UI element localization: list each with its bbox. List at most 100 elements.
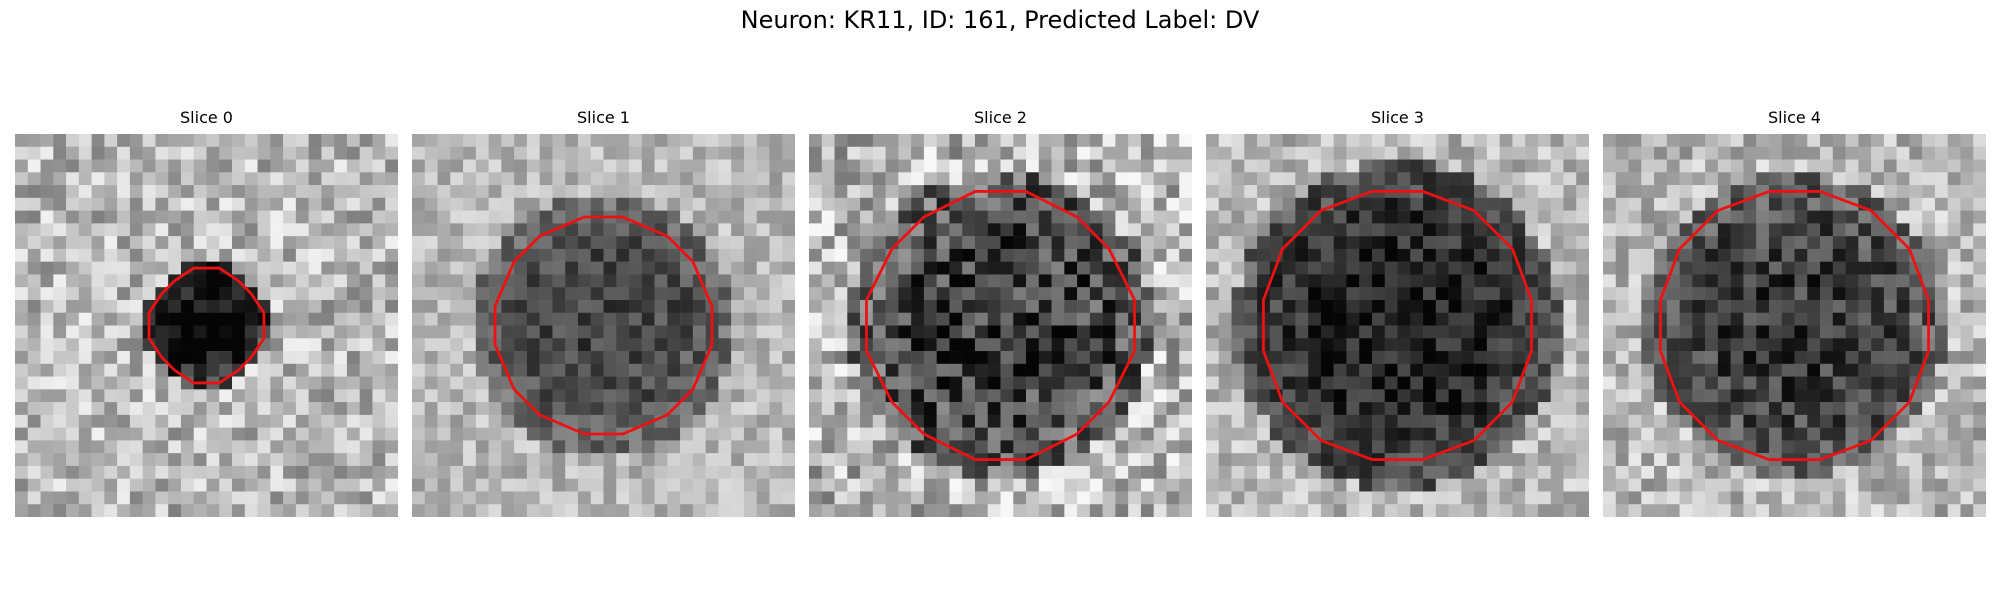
pixel	[1359, 172, 1373, 186]
pixel	[743, 172, 757, 186]
pixel	[1743, 453, 1757, 467]
pixel	[257, 440, 271, 454]
pixel	[821, 491, 835, 505]
pixel	[1474, 299, 1488, 313]
pixel	[962, 134, 976, 148]
pixel	[1973, 491, 1986, 505]
pixel	[1257, 134, 1271, 148]
pixel	[412, 338, 426, 352]
roi-contour	[147, 266, 266, 385]
pixel	[1115, 134, 1129, 148]
pixel	[1499, 287, 1513, 301]
pixel	[1499, 172, 1513, 186]
pixel	[270, 312, 284, 326]
pixel	[1550, 223, 1564, 237]
pixel	[539, 274, 553, 288]
pixel	[424, 491, 438, 505]
pixel	[731, 504, 745, 517]
pixel	[1244, 210, 1258, 224]
pixel	[1692, 134, 1706, 148]
pixel	[1896, 376, 1910, 390]
pixel	[1960, 351, 1974, 365]
pixel	[1384, 478, 1398, 492]
pixel	[1269, 338, 1283, 352]
pixel	[244, 440, 258, 454]
pixel	[1730, 414, 1744, 428]
pixel	[232, 440, 246, 454]
pixel	[860, 185, 874, 199]
pixel	[437, 248, 451, 262]
pixel	[1820, 325, 1834, 339]
pixel	[1973, 159, 1986, 173]
pixel	[1038, 185, 1052, 199]
pixel	[1973, 236, 1986, 250]
pixel	[501, 134, 515, 148]
pixel	[962, 312, 976, 326]
pixel	[1883, 197, 1897, 211]
pixel	[1206, 146, 1220, 160]
pixel	[526, 478, 540, 492]
pixel	[1206, 261, 1220, 275]
pixel	[860, 376, 874, 390]
pixel	[424, 376, 438, 390]
pixel	[1038, 172, 1052, 186]
pixel	[1832, 299, 1846, 313]
pixel	[1102, 261, 1116, 275]
pixel	[412, 325, 426, 339]
pixel	[1320, 402, 1334, 416]
pixel	[1282, 427, 1296, 441]
pixel	[911, 223, 925, 237]
pixel	[1333, 453, 1347, 467]
pixel	[385, 236, 398, 250]
pixel	[1576, 159, 1589, 173]
pixel	[731, 248, 745, 262]
pixel	[1666, 440, 1680, 454]
pixel	[718, 504, 732, 517]
pixel	[565, 134, 579, 148]
pixel	[450, 248, 464, 262]
pixel	[1102, 172, 1116, 186]
pixel	[1576, 363, 1589, 377]
pixel	[168, 414, 182, 428]
pixel	[475, 491, 489, 505]
pixel	[1371, 146, 1385, 160]
pixel	[911, 261, 925, 275]
pixel	[206, 389, 220, 403]
pixel	[1166, 363, 1180, 377]
pixel	[923, 299, 937, 313]
pixel	[385, 299, 398, 313]
pixel	[1320, 248, 1334, 262]
pixel	[1218, 210, 1232, 224]
pixel	[321, 389, 335, 403]
pixel	[821, 440, 835, 454]
pixel	[193, 287, 207, 301]
pixel	[193, 478, 207, 492]
pixel	[1794, 491, 1808, 505]
pixel	[1013, 440, 1027, 454]
pixel	[1166, 236, 1180, 250]
pixel	[1654, 172, 1668, 186]
pixel	[1461, 312, 1475, 326]
pixel	[847, 197, 861, 211]
pixel	[1858, 325, 1872, 339]
pixel	[1115, 223, 1129, 237]
pixel	[1474, 236, 1488, 250]
pixel	[1000, 338, 1014, 352]
pixel	[1615, 491, 1629, 505]
pixel	[974, 159, 988, 173]
pixel	[334, 414, 348, 428]
pixel	[15, 440, 29, 454]
pixel	[692, 325, 706, 339]
slice-title: Slice 0	[180, 108, 233, 127]
pixel	[872, 402, 886, 416]
pixel	[1947, 453, 1961, 467]
pixel	[104, 134, 118, 148]
pixel	[1153, 363, 1167, 377]
pixel	[1820, 146, 1834, 160]
pixel	[1563, 159, 1577, 173]
pixel	[680, 402, 694, 416]
pixel	[718, 402, 732, 416]
pixel	[667, 172, 681, 186]
pixel	[1922, 210, 1936, 224]
pixel	[1641, 376, 1655, 390]
